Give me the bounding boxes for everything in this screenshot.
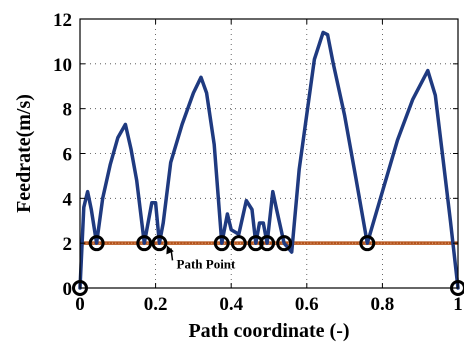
feedrate-series xyxy=(78,30,460,290)
annotation-label: Path Point xyxy=(177,256,237,271)
x-axis-title: Path coordinate (-) xyxy=(188,320,349,342)
path-point-marker xyxy=(213,235,230,252)
path-point-marker xyxy=(230,235,247,252)
x-tick-label: 1 xyxy=(453,294,463,315)
x-tick-label: 0.2 xyxy=(144,294,168,315)
y-tick-label: 2 xyxy=(63,234,73,255)
y-axis-title: Feedrate(m/s) xyxy=(13,94,35,213)
path-point-marker xyxy=(247,235,264,252)
x-tick-label: 0 xyxy=(75,294,85,315)
path-point-marker xyxy=(88,235,105,252)
y-tick-label: 8 xyxy=(63,100,73,121)
x-tick-label: 0.4 xyxy=(219,294,243,315)
annotation: Path Point xyxy=(166,245,236,271)
y-tick-label: 10 xyxy=(53,55,72,76)
y-tick-label: 6 xyxy=(63,145,73,166)
grid-lines xyxy=(80,19,458,288)
path-point-marker xyxy=(359,235,376,252)
y-tick-label: 12 xyxy=(53,10,72,31)
path-point-markers xyxy=(72,235,464,296)
axes-box xyxy=(79,18,459,289)
path-point-marker xyxy=(136,235,153,252)
feedrate-line xyxy=(78,30,460,290)
y-tick-label: 0 xyxy=(63,279,73,300)
plot-frame xyxy=(79,18,459,289)
path-point-marker xyxy=(276,235,293,252)
annotation-arrowhead xyxy=(166,245,174,255)
x-tick-label: 0.6 xyxy=(295,294,319,315)
path-point-marker xyxy=(259,235,276,252)
path-point-marker xyxy=(151,235,168,252)
x-tick-label: 0.8 xyxy=(371,294,395,315)
y-tick-label: 4 xyxy=(63,189,73,210)
